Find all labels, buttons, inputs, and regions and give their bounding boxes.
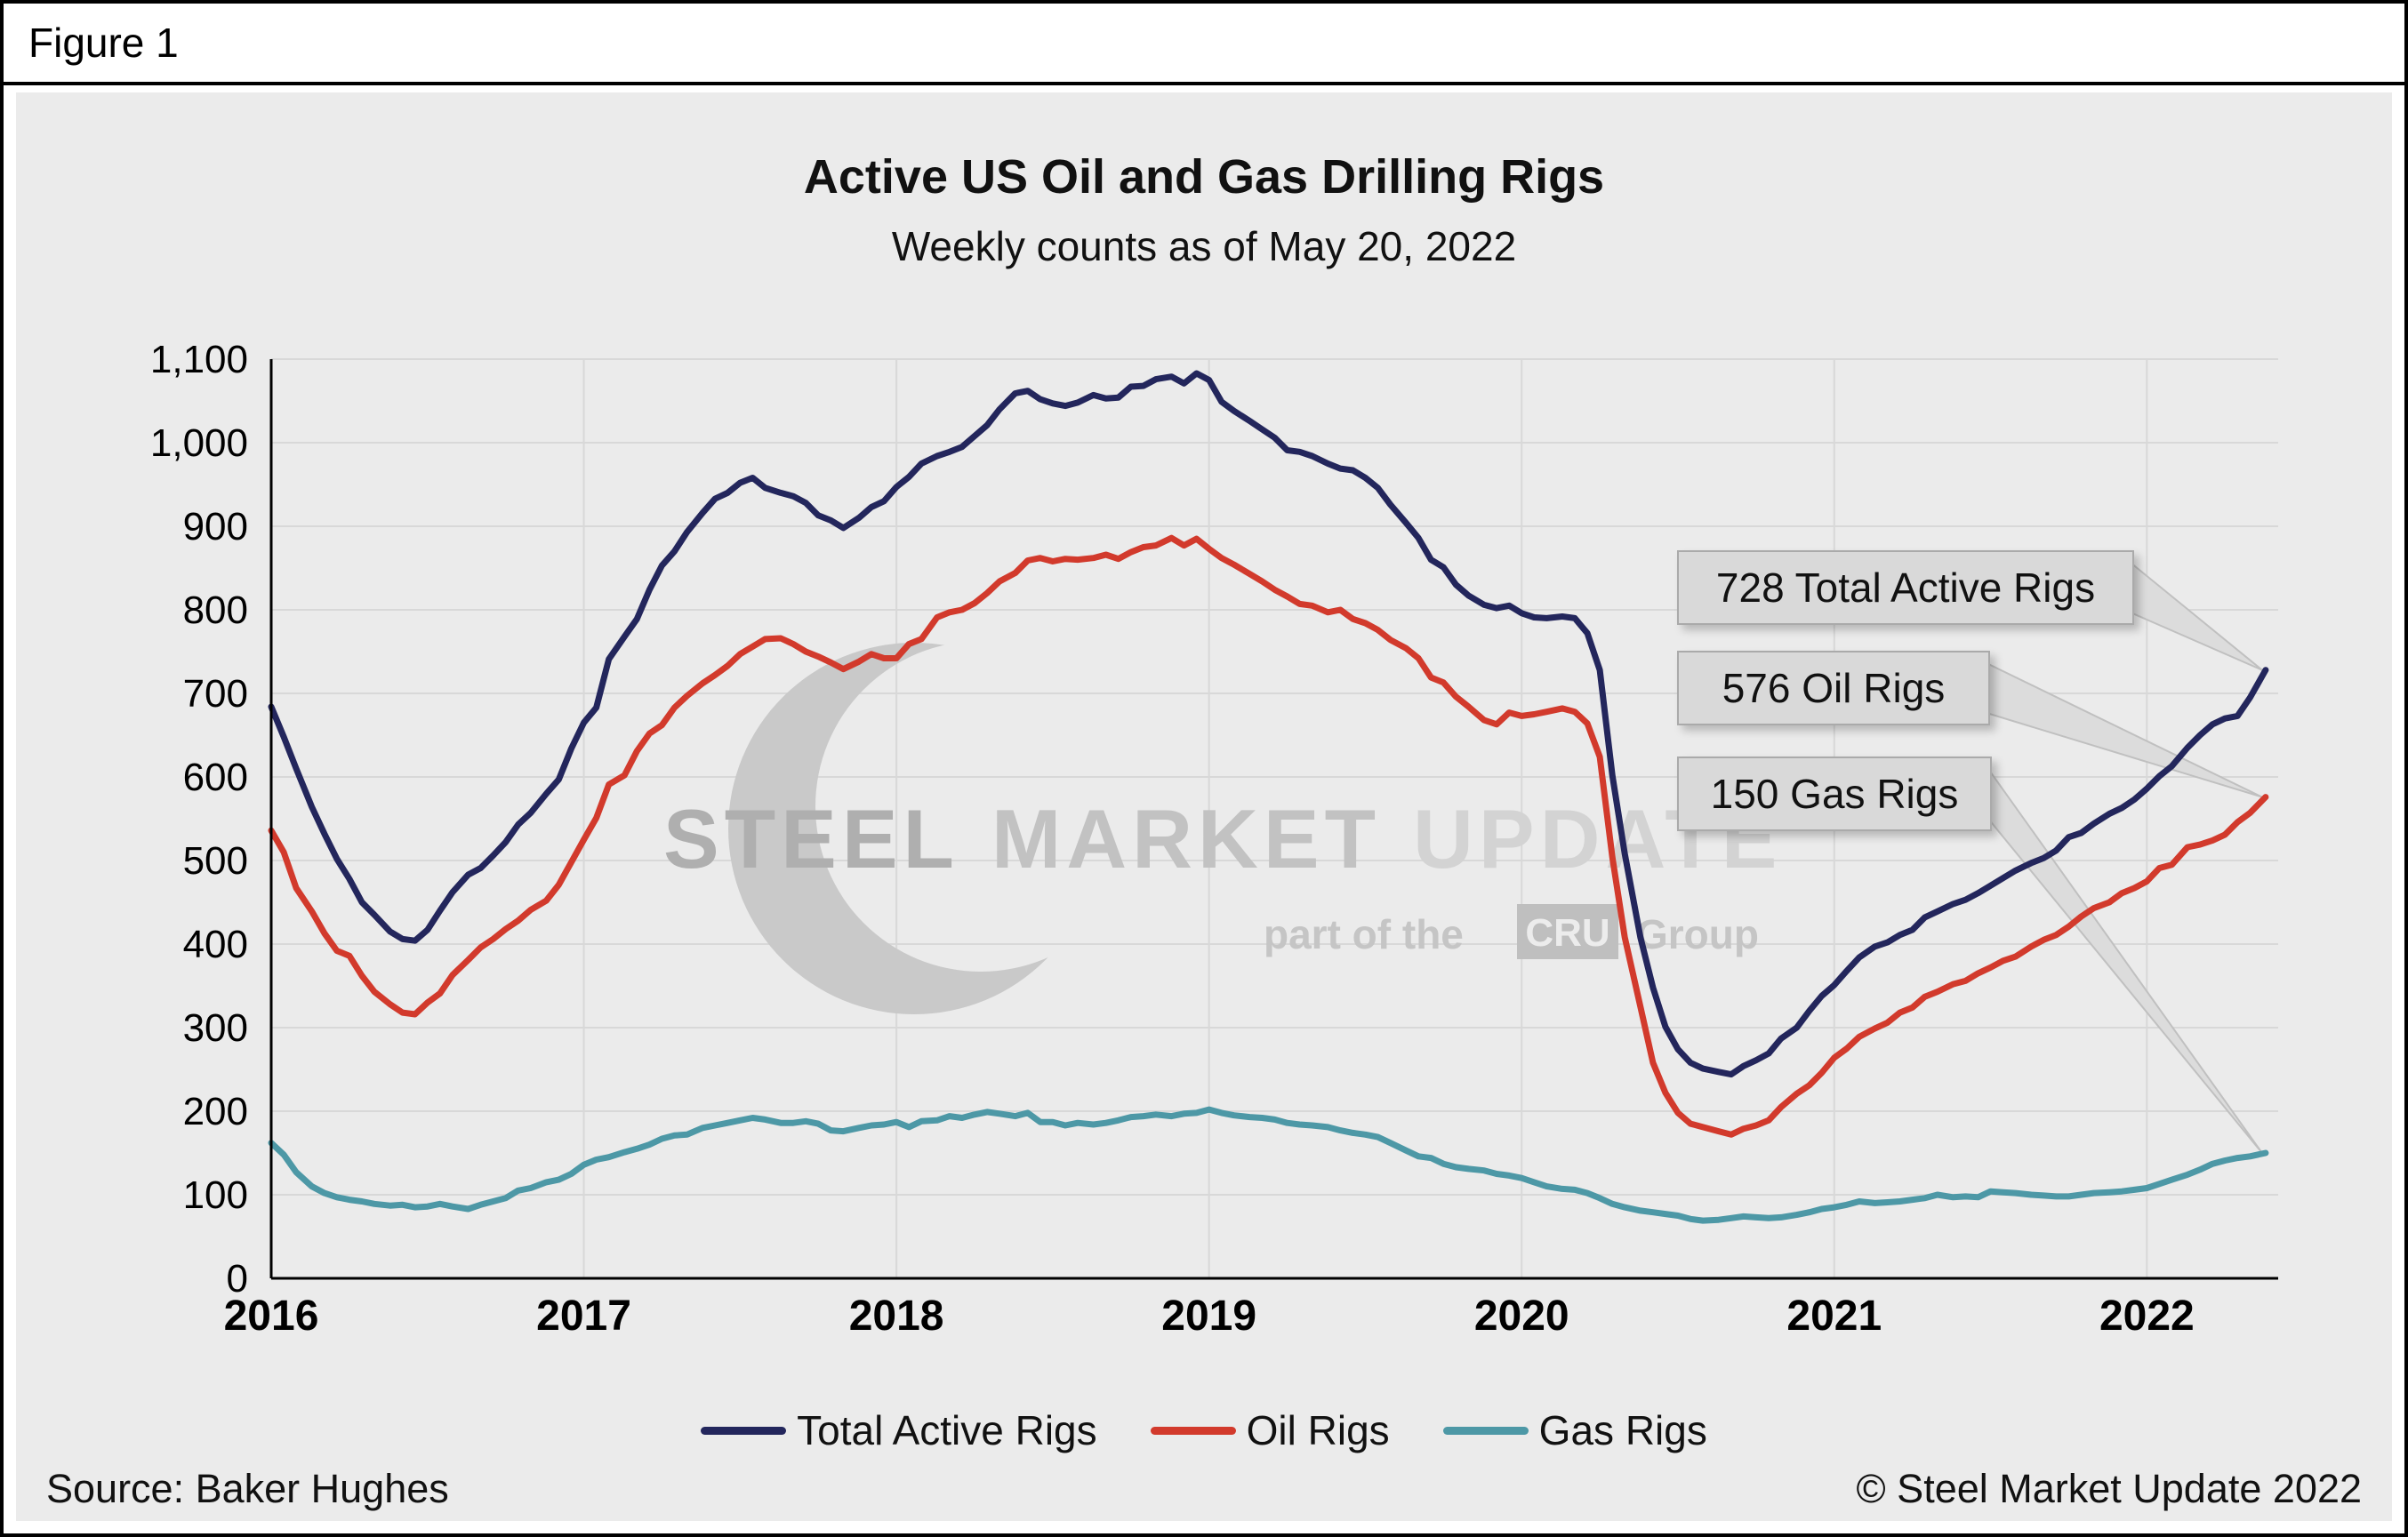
- series-line-0: [268, 370, 2269, 1078]
- series-line-2: [268, 1106, 2269, 1224]
- y-tick-label: 500: [183, 839, 248, 883]
- x-tick-label: 2020: [1474, 1293, 1569, 1340]
- y-tick-label: 900: [183, 505, 248, 548]
- x-tick-label: 2021: [1786, 1293, 1882, 1340]
- callout-oil-label: 576 Oil Rigs: [1722, 665, 1946, 711]
- svg-text:part of the: part of the: [1264, 911, 1464, 957]
- x-tick-label: 2017: [536, 1293, 631, 1340]
- x-tick-label: 2019: [1161, 1293, 1256, 1340]
- x-tick-label: 2016: [224, 1293, 319, 1340]
- callout-gas-label: 150 Gas Rigs: [1710, 771, 1959, 817]
- crescent-logo-icon: [728, 643, 1100, 1014]
- legend-swatch-total-active-rigs: [701, 1426, 787, 1435]
- chart-legend: Total Active Rigs Oil Rigs Gas Rigs: [16, 1406, 2392, 1454]
- x-tick-label: 2022: [2099, 1293, 2195, 1340]
- y-tick-label: 1,100: [150, 338, 248, 381]
- legend-swatch-oil-rigs: [1150, 1426, 1236, 1435]
- callout-total-active-rigs: 728 Total Active Rigs: [1677, 550, 2134, 625]
- source-note: Source: Baker Hughes: [46, 1466, 449, 1511]
- legend-swatch-gas-rigs: [1442, 1426, 1529, 1435]
- callout-leader: [2130, 560, 2263, 671]
- legend-item-gas-rigs: Gas Rigs: [1442, 1406, 1707, 1454]
- y-tick-label: 200: [183, 1090, 248, 1133]
- legend-item-total-active-rigs: Total Active Rigs: [701, 1406, 1097, 1454]
- chart-title: Active US Oil and Gas Drilling Rigs: [803, 150, 1605, 204]
- svg-text:CRU: CRU: [1525, 911, 1609, 955]
- chart-panel: STEEL MARKET UPDATE part of the CRU Group 0 100…: [16, 92, 2392, 1521]
- y-tick-label: 400: [183, 923, 248, 966]
- callout-total-label: 728 Total Active Rigs: [1715, 564, 2096, 611]
- copyright-note: © Steel Market Update 2022: [1856, 1466, 2362, 1511]
- series-line-1: [268, 534, 2269, 1138]
- chart-plot: STEEL MARKET UPDATE part of the CRU Group 0 100…: [150, 338, 2278, 1340]
- y-tick-label: 600: [183, 756, 248, 799]
- y-tick-label: 300: [183, 1006, 248, 1050]
- y-tick-label: 0: [227, 1257, 248, 1301]
- svg-text:Group: Group: [1636, 911, 1759, 957]
- chart-subtitle: Weekly counts as of May 20, 2022: [891, 223, 1517, 269]
- callout-leader: [1987, 765, 2263, 1154]
- legend-label-gas-rigs: Gas Rigs: [1538, 1407, 1707, 1453]
- figure-header: Figure 1: [4, 4, 2404, 85]
- legend-label-oil-rigs: Oil Rigs: [1246, 1407, 1390, 1453]
- callout-oil-rigs: 576 Oil Rigs: [1677, 651, 1990, 725]
- legend-label-total-active-rigs: Total Active Rigs: [797, 1407, 1097, 1453]
- callout-leaders: [1986, 560, 2263, 1154]
- watermark-logo: STEEL MARKET UPDATE part of the CRU Group: [663, 643, 1783, 1014]
- legend-item-oil-rigs: Oil Rigs: [1150, 1406, 1390, 1454]
- y-tick-label: 1,000: [150, 421, 248, 465]
- y-tick-label: 800: [183, 588, 248, 632]
- y-tick-label: 100: [183, 1173, 248, 1217]
- figure-label: Figure 1: [28, 20, 179, 66]
- callout-gas-rigs: 150 Gas Rigs: [1677, 756, 1992, 831]
- cru-box-icon: [1517, 904, 1618, 959]
- y-tick-label: 700: [183, 672, 248, 716]
- x-tick-label: 2018: [849, 1293, 944, 1340]
